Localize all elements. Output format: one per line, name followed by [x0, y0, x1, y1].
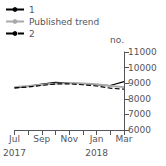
svg-text:Jan: Jan [89, 134, 104, 144]
svg-text:Nov: Nov [60, 134, 78, 144]
svg-text:no.: no. [110, 35, 124, 45]
svg-text:Jul: Jul [8, 134, 20, 144]
svg-text:Sep: Sep [33, 134, 50, 144]
svg-text:2018: 2018 [85, 148, 108, 158]
svg-text:1: 1 [29, 5, 35, 15]
svg-text:11000: 11000 [128, 47, 157, 57]
svg-text:Mar: Mar [116, 134, 133, 144]
svg-text:10000: 10000 [128, 63, 157, 73]
svg-text:8000: 8000 [128, 94, 151, 104]
svg-text:9000: 9000 [128, 78, 151, 88]
svg-text:Published trend: Published trend [29, 17, 99, 27]
svg-text:2: 2 [29, 29, 35, 39]
svg-text:7000: 7000 [128, 109, 151, 119]
svg-text:6000: 6000 [128, 125, 151, 135]
svg-text:2017: 2017 [3, 148, 26, 158]
